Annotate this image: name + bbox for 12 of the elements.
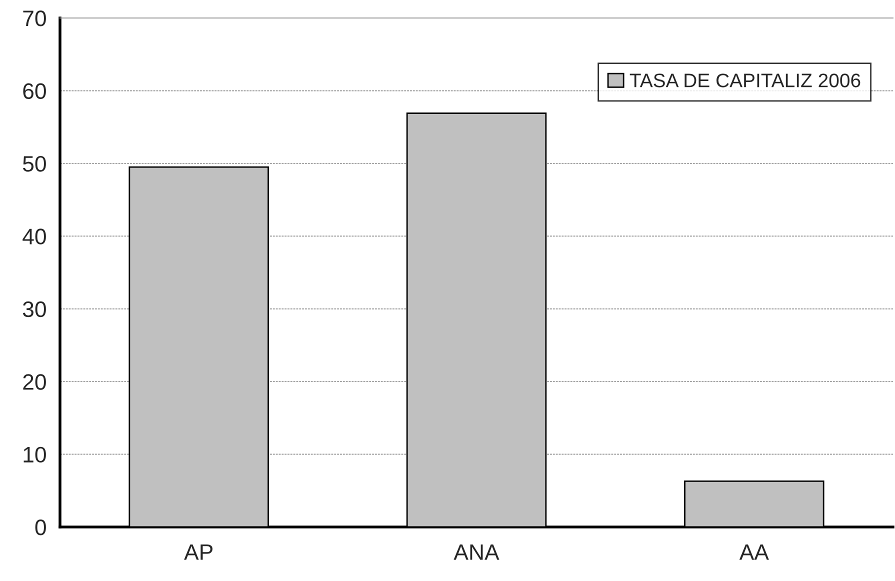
x-tick-label: ANA bbox=[454, 544, 500, 560]
y-tick-label: 30 bbox=[22, 301, 46, 318]
y-tick-label: 40 bbox=[22, 228, 46, 244]
x-tick-label: AA bbox=[739, 544, 769, 560]
y-tick-label: 50 bbox=[22, 156, 46, 172]
legend-label: TASA DE CAPITALIZ 2006 bbox=[630, 74, 860, 88]
y-tick-label: 60 bbox=[23, 83, 46, 99]
y-tick-label: 10 bbox=[24, 446, 46, 463]
y-tick-label: 0 bbox=[35, 520, 46, 536]
x-tick-label: AP bbox=[184, 544, 212, 560]
y-tick-label: 70 bbox=[23, 10, 46, 26]
y-tick-label: 20 bbox=[23, 374, 46, 390]
